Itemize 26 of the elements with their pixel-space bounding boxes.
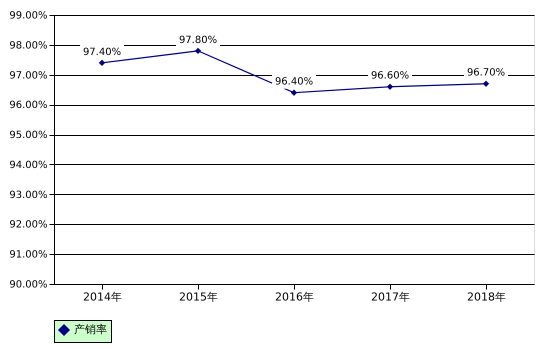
y-tick-label: 92.00% xyxy=(9,220,48,231)
x-tick-label: 2014年 xyxy=(83,290,122,304)
y-tick-label: 91.00% xyxy=(9,250,48,261)
point xyxy=(482,80,490,87)
y-tick-label: 97.00% xyxy=(9,70,48,82)
point xyxy=(98,60,106,66)
y-tick-label: 95.00% xyxy=(9,130,48,142)
point xyxy=(194,48,202,54)
y-tick-label: 94.00% xyxy=(9,160,48,171)
y-tick-label: 99.00% xyxy=(9,10,48,22)
data-label: 97.80% xyxy=(178,34,218,46)
x-tick-label: 2018年 xyxy=(467,290,506,304)
point xyxy=(290,90,298,96)
y-tick-label: 98.00% xyxy=(9,40,48,52)
data-label: 96.60% xyxy=(370,70,410,82)
data-label: 96.40% xyxy=(274,76,314,88)
x-tick-label: 2015年 xyxy=(179,290,218,304)
point xyxy=(386,84,394,90)
y-tick-label: 90.00% xyxy=(9,280,48,290)
data-label: 96.70% xyxy=(466,68,506,79)
legend-label: 产销率 xyxy=(74,323,107,336)
x-tick-label: 2017年 xyxy=(371,290,410,304)
y-tick-label: 93.00% xyxy=(9,190,48,201)
x-tick-label: 2016年 xyxy=(275,290,314,304)
y-tick-label: 96.00% xyxy=(9,100,48,112)
data-label: 97.40% xyxy=(82,46,122,58)
